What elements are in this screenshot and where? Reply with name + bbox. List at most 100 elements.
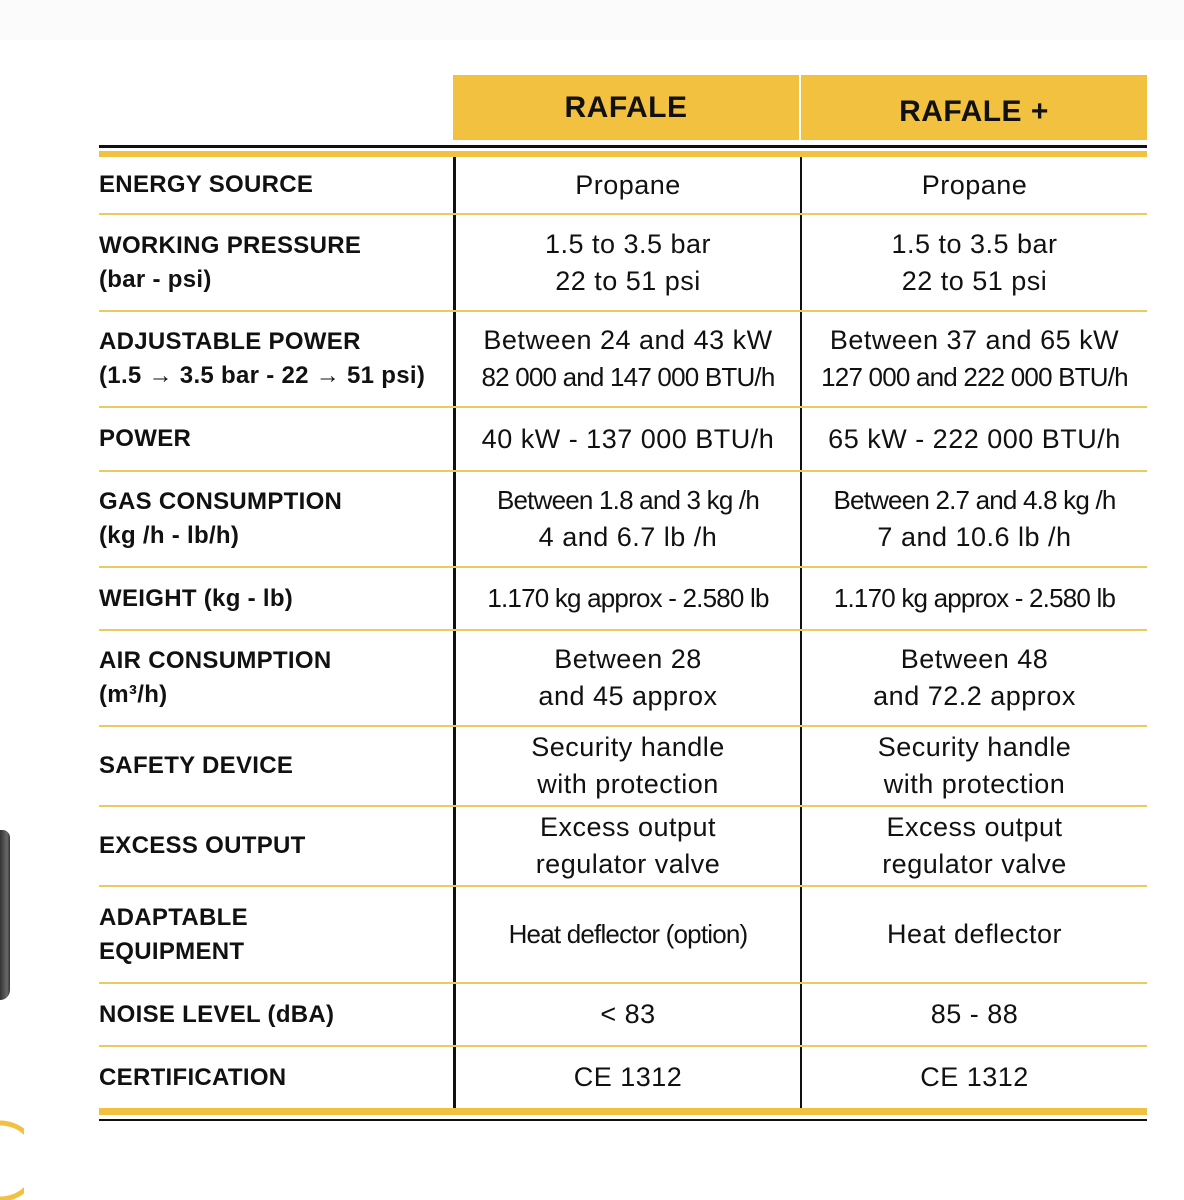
rafale-value: Between 24 and 43 kW 82 000 and 147 000 B…	[453, 312, 800, 406]
rafale-plus-value-line: Heat deflector	[886, 919, 1063, 949]
rafale-value-line: < 83	[600, 999, 656, 1029]
rafale-value: Propane	[453, 157, 800, 213]
rafale-plus-value-line: and 72.2 approx	[873, 681, 1076, 711]
top-rule	[99, 145, 1147, 148]
rafale-plus-value-line: 1.170 kg approx - 2.580 lb	[833, 583, 1116, 613]
spec-label-line: ADAPTABLE	[99, 903, 248, 931]
column-header-rafale-plus: RAFALE +	[801, 75, 1147, 140]
rafale-plus-value: Between 2.7 and 4.8 kg /h 7 and 10.6 lb /…	[800, 472, 1147, 566]
rafale-plus-value-line: 1.5 to 3.5 bar	[891, 228, 1058, 259]
spec-row: WEIGHT (kg - lb) 1.170 kg approx - 2.580 …	[99, 568, 1147, 631]
rafale-plus-value-line: regulator valve	[882, 849, 1067, 879]
rafale-value: Security handle with protection	[453, 727, 800, 805]
rafale-plus-value-line: with protection	[883, 769, 1066, 799]
top-margin	[0, 0, 1184, 40]
column-header-rafale: RAFALE	[453, 75, 799, 140]
rafale-plus-value: 1.170 kg approx - 2.580 lb	[800, 568, 1147, 629]
rafale-plus-value-line: Excess output	[886, 812, 1063, 842]
spec-row: ADJUSTABLE POWER (1.5 → 3.5 bar - 22 → 51…	[99, 312, 1147, 408]
rafale-plus-value: 85 - 88	[800, 984, 1147, 1045]
rafale-value-line: and 45 approx	[538, 681, 718, 711]
rafale-value: 1.170 kg approx - 2.580 lb	[453, 568, 800, 629]
spec-label-line: WEIGHT (kg - lb)	[99, 584, 294, 612]
top-yellow-rule	[99, 151, 1147, 157]
rafale-plus-value-line: Between 37 and 65 kW	[829, 325, 1120, 355]
decorative-ring-arc	[0, 1120, 24, 1200]
rafale-value-line: 82 000 and 147 000 BTU/h	[481, 362, 775, 392]
rafale-value-line: regulator valve	[535, 849, 721, 879]
spec-row: EXCESS OUTPUT Excess output regulator valv…	[99, 807, 1147, 887]
rafale-value: Excess output regulator valve	[453, 807, 800, 885]
spec-row: POWER 40 kW - 137 000 BTU/h 65 kW - 222 00…	[99, 408, 1147, 472]
rafale-value: Between 28 and 45 approx	[453, 631, 800, 725]
spec-label: AIR CONSUMPTION (m³/h)	[99, 631, 453, 725]
rafale-plus-value: Heat deflector	[800, 887, 1147, 982]
spec-row: WORKING PRESSURE (bar - psi) 1.5 to 3.5 ba…	[99, 215, 1147, 312]
spec-label-line: EQUIPMENT	[99, 937, 245, 965]
rafale-plus-value: Security handle with protection	[800, 727, 1147, 805]
spec-row: AIR CONSUMPTION (m³/h) Between 28 and 45 ap…	[99, 631, 1147, 727]
spec-label-line: (1.5 → 3.5 bar - 22 → 51 psi)	[99, 362, 426, 389]
rafale-value-line: 1.170 kg approx - 2.580 lb	[487, 583, 769, 613]
spec-label-line: (m³/h)	[99, 681, 168, 708]
rafale-value-line: 1.5 to 3.5 bar	[544, 228, 712, 259]
spec-label-line: ADJUSTABLE POWER	[99, 328, 361, 355]
rafale-value: Heat deflector (option)	[453, 887, 800, 982]
rafale-value-line: 22 to 51 psi	[555, 265, 701, 296]
spec-label: GAS CONSUMPTION (kg /h - lb/h)	[99, 472, 453, 566]
rafale-plus-value: Propane	[800, 157, 1147, 213]
rafale-value-line: Excess output	[539, 812, 717, 842]
spec-label-line: NOISE LEVEL (dBA)	[99, 1000, 335, 1028]
spec-label: POWER	[99, 408, 453, 470]
rafale-value: 1.5 to 3.5 bar 22 to 51 psi	[453, 215, 800, 310]
rafale-plus-value-line: 7 and 10.6 lb /h	[877, 522, 1072, 552]
spec-row: GAS CONSUMPTION (kg /h - lb/h) Between 1.8…	[99, 472, 1147, 568]
rafale-plus-value: 65 kW - 222 000 BTU/h	[800, 408, 1147, 470]
spec-label-line: CERTIFICATION	[99, 1063, 287, 1091]
bottom-yellow-rule	[99, 1108, 1147, 1115]
spec-label-line: SAFETY DEVICE	[99, 752, 294, 779]
rafale-value: Between 1.8 and 3 kg /h 4 and 6.7 lb /h	[453, 472, 800, 566]
spec-label-line: (bar - psi)	[99, 265, 212, 293]
spec-row: ENERGY SOURCE Propane Propane	[99, 157, 1147, 215]
rafale-value: CE 1312	[453, 1047, 800, 1108]
spec-row: NOISE LEVEL (dBA) < 83 85 - 88	[99, 984, 1147, 1047]
rafale-plus-value: Excess output regulator valve	[800, 807, 1147, 885]
spec-row: ADAPTABLE EQUIPMENT Heat deflector (option…	[99, 887, 1147, 984]
spec-label-line: ENERGY SOURCE	[99, 171, 314, 198]
spec-label-line: POWER	[99, 425, 192, 452]
rafale-plus-value-line: Security handle	[877, 732, 1072, 762]
rafale-value-line: Between 24 and 43 kW	[483, 325, 773, 355]
spec-row: CERTIFICATION CE 1312 CE 1312	[99, 1047, 1147, 1108]
spec-label: ENERGY SOURCE	[99, 157, 453, 213]
bottom-rule	[99, 1119, 1147, 1121]
rafale-plus-value-line: 127 000 and 222 000 BTU/h	[821, 362, 1129, 392]
spec-label: WEIGHT (kg - lb)	[99, 568, 453, 629]
rafale-plus-value-line: 65 kW - 222 000 BTU/h	[828, 423, 1121, 454]
decorative-ring	[0, 1120, 24, 1200]
spec-row: SAFETY DEVICE Security handle with protect…	[99, 727, 1147, 807]
rafale-value-line: Heat deflector (option)	[508, 919, 749, 949]
rafale-plus-value: CE 1312	[800, 1047, 1147, 1108]
rafale-value-line: 40 kW - 137 000 BTU/h	[481, 423, 775, 454]
spec-label-line: WORKING PRESSURE	[99, 231, 362, 259]
rafale-plus-value-line: Between 48	[900, 644, 1049, 674]
spec-label: NOISE LEVEL (dBA)	[99, 984, 453, 1045]
rafale-value: < 83	[453, 984, 800, 1045]
rafale-plus-value: Between 37 and 65 kW 127 000 and 222 000 …	[800, 312, 1147, 406]
spec-label-line: EXCESS OUTPUT	[99, 832, 306, 859]
rafale-plus-value-line: Between 2.7 and 4.8 kg /h	[833, 485, 1116, 515]
spec-label: EXCESS OUTPUT	[99, 807, 453, 885]
rafale-plus-value: 1.5 to 3.5 bar 22 to 51 psi	[800, 215, 1147, 310]
rafale-plus-value-line: 22 to 51 psi	[901, 265, 1048, 296]
rafale-value-line: Between 28	[554, 644, 702, 674]
rafale-plus-value: Between 48 and 72.2 approx	[800, 631, 1147, 725]
rafale-value-line: Security handle	[531, 732, 725, 762]
rafale-value-line: with protection	[537, 769, 719, 799]
spec-label-line: (kg /h - lb/h)	[99, 522, 240, 549]
product-image-fragment	[0, 830, 10, 1000]
rafale-plus-value-line: CE 1312	[920, 1062, 1029, 1092]
column-header-label: RAFALE +	[899, 94, 1049, 128]
rafale-value-line: Propane	[575, 169, 681, 200]
rafale-value-line: 4 and 6.7 lb /h	[538, 522, 718, 552]
